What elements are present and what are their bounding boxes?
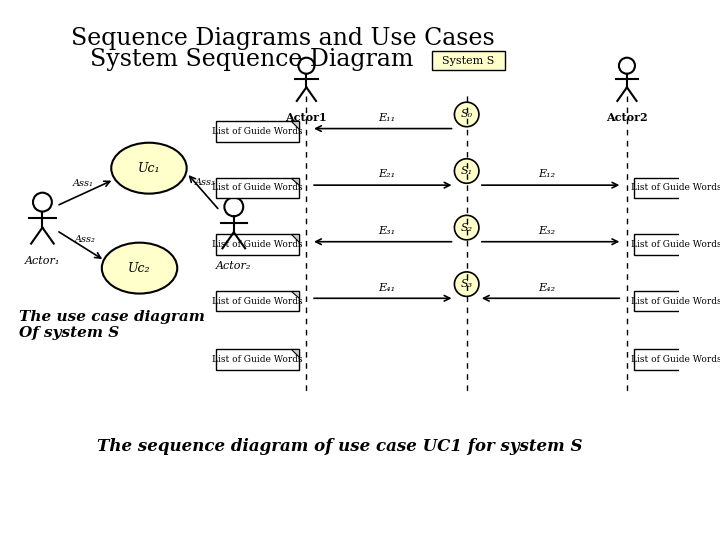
Text: S₃: S₃ [461,279,473,289]
Text: Actor₁: Actor₁ [24,256,60,266]
FancyBboxPatch shape [216,234,299,255]
FancyBboxPatch shape [216,349,299,370]
Text: E₄₂: E₄₂ [539,282,555,293]
Circle shape [454,159,479,183]
Text: List of Guide Words: List of Guide Words [631,240,720,249]
Text: S₂: S₂ [461,222,473,233]
Text: List of Guide Words: List of Guide Words [631,355,720,364]
Polygon shape [710,234,717,242]
Text: Ass₃: Ass₃ [194,178,215,187]
Text: List of Guide Words: List of Guide Words [212,184,302,192]
Ellipse shape [102,242,177,294]
Text: Actor1: Actor1 [286,112,327,123]
FancyBboxPatch shape [216,291,299,312]
FancyBboxPatch shape [216,178,299,198]
Text: The use case diagram
Of system S: The use case diagram Of system S [19,309,204,340]
Text: Actor2: Actor2 [606,112,648,123]
FancyBboxPatch shape [634,291,717,312]
FancyBboxPatch shape [432,51,505,70]
FancyBboxPatch shape [634,234,717,255]
Text: E₃₁: E₃₁ [378,226,395,236]
Text: List of Guide Words: List of Guide Words [212,296,302,306]
Polygon shape [710,349,717,357]
Text: List of Guide Words: List of Guide Words [212,127,302,136]
Text: System S: System S [442,56,495,66]
Polygon shape [292,349,299,357]
Text: List of Guide Words: List of Guide Words [212,240,302,249]
Text: E₄₁: E₄₁ [378,282,395,293]
Text: System Sequence Diagram: System Sequence Diagram [89,49,413,71]
Text: S₁: S₁ [461,166,473,176]
Polygon shape [710,291,717,298]
Text: Sequence Diagrams and Use Cases: Sequence Diagrams and Use Cases [71,27,495,50]
Polygon shape [710,178,717,185]
Polygon shape [292,234,299,242]
FancyBboxPatch shape [634,178,717,198]
Circle shape [454,215,479,240]
FancyBboxPatch shape [216,121,299,142]
Polygon shape [292,291,299,298]
Text: E₁₁: E₁₁ [378,113,395,123]
Circle shape [454,102,479,127]
Text: Actor₂: Actor₂ [216,261,251,271]
Text: Ass₂: Ass₂ [75,235,96,244]
Polygon shape [292,178,299,185]
FancyBboxPatch shape [634,349,717,370]
Text: List of Guide Words: List of Guide Words [631,184,720,192]
Text: The sequence diagram of use case UC1 for system S: The sequence diagram of use case UC1 for… [96,438,582,455]
Text: List of Guide Words: List of Guide Words [631,296,720,306]
Ellipse shape [112,143,186,194]
Text: E₃₂: E₃₂ [539,226,555,236]
Polygon shape [292,121,299,129]
Text: Uc₂: Uc₂ [128,261,150,275]
Text: E₂₁: E₂₁ [378,170,395,179]
Text: Ass₁: Ass₁ [73,179,94,188]
Text: List of Guide Words: List of Guide Words [212,355,302,364]
Text: E₁₂: E₁₂ [539,170,555,179]
Text: S₀: S₀ [461,110,473,119]
Text: Uc₁: Uc₁ [138,161,161,174]
Circle shape [454,272,479,296]
